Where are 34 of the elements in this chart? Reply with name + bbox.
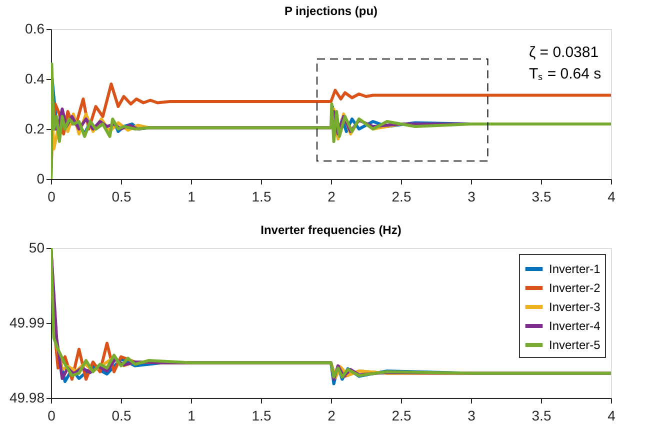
- x-tick-label: 0.5: [112, 188, 132, 204]
- legend-label: Inverter-1: [549, 262, 601, 276]
- x-tick-label: 1: [188, 408, 196, 424]
- y-tick-label: 0.2: [25, 120, 45, 136]
- x-tick-label: 4: [608, 408, 616, 424]
- chart-title: Inverter frequencies (Hz): [260, 223, 402, 237]
- y-tick-label: 50: [28, 240, 45, 256]
- y-tick-label: 0: [36, 170, 45, 186]
- y-tick-label: 0.4: [25, 70, 45, 86]
- x-tick-label: 2: [328, 188, 336, 204]
- x-tick-label: 0: [48, 408, 56, 424]
- x-tick-label: 1.5: [252, 408, 272, 424]
- annotation: ζ = 0.0381: [529, 44, 599, 62]
- y-tick-label: 49.98: [9, 390, 45, 406]
- x-tick-label: 3.5: [532, 188, 552, 204]
- x-tick-label: 1.5: [252, 188, 272, 204]
- annotation: Tₛ = 0.64 s: [529, 65, 602, 82]
- y-tick-label: 49.99: [9, 314, 45, 330]
- x-tick-label: 1: [188, 188, 196, 204]
- x-tick-label: 2: [328, 408, 336, 424]
- y-tick-label: 0.6: [25, 20, 45, 36]
- x-tick-label: 3: [468, 188, 476, 204]
- x-tick-label: 3.5: [532, 408, 552, 424]
- legend-label: Inverter-2: [549, 281, 601, 295]
- legend-label: Inverter-4: [549, 319, 601, 333]
- x-tick-label: 3: [468, 408, 476, 424]
- x-tick-label: 2.5: [392, 188, 412, 204]
- x-tick-label: 2.5: [392, 408, 412, 424]
- legend-label: Inverter-5: [549, 338, 601, 352]
- x-tick-label: 0.5: [112, 408, 132, 424]
- chart-title: P injections (pu): [284, 4, 378, 18]
- x-tick-label: 0: [48, 188, 56, 204]
- legend-label: Inverter-3: [549, 300, 601, 314]
- x-tick-label: 4: [608, 188, 616, 204]
